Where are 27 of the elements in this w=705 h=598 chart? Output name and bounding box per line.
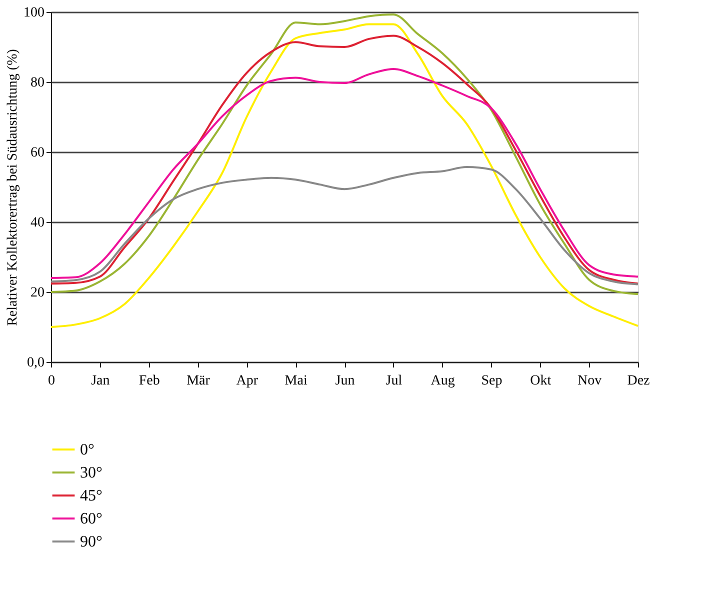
y-axis-title: Relativer Kollektorertrag bei Südausrichtung (%) bbox=[6, 48, 20, 326]
legend-label: 45° bbox=[80, 488, 102, 504]
legend-label: 90° bbox=[80, 534, 102, 550]
y-tick-label: 0,0 bbox=[27, 356, 44, 370]
y-tick-label: 20 bbox=[30, 286, 44, 300]
x-tick-label: Mai bbox=[284, 374, 308, 388]
line-series bbox=[50, 68, 639, 279]
legend-label: 30° bbox=[80, 464, 102, 482]
x-tick-label: Feb bbox=[138, 374, 160, 388]
y-tick-label: 40 bbox=[30, 216, 44, 230]
x-tick-label: Apr bbox=[236, 374, 258, 388]
legend-label: 60° bbox=[80, 510, 102, 528]
x-tick-label: Okt bbox=[530, 374, 552, 388]
y-tick-label: 60 bbox=[30, 146, 44, 160]
x-tick-label: Jul bbox=[386, 374, 402, 388]
legend-label: 0° bbox=[80, 442, 94, 458]
x-tick-label: Nov bbox=[578, 374, 602, 388]
x-tick-label: Aug bbox=[430, 374, 455, 388]
x-tick-label: Mär bbox=[186, 374, 210, 388]
x-tick-label: Sep bbox=[481, 374, 502, 388]
y-tick-label: 100 bbox=[24, 6, 44, 20]
x-tick-label: 0 bbox=[48, 374, 55, 388]
x-tick-label: Dez bbox=[627, 374, 650, 388]
x-tick-label: Jan bbox=[91, 374, 110, 388]
line-series bbox=[50, 166, 639, 286]
x-tick-label: Jun bbox=[335, 374, 355, 388]
y-tick-label: 80 bbox=[30, 76, 44, 90]
